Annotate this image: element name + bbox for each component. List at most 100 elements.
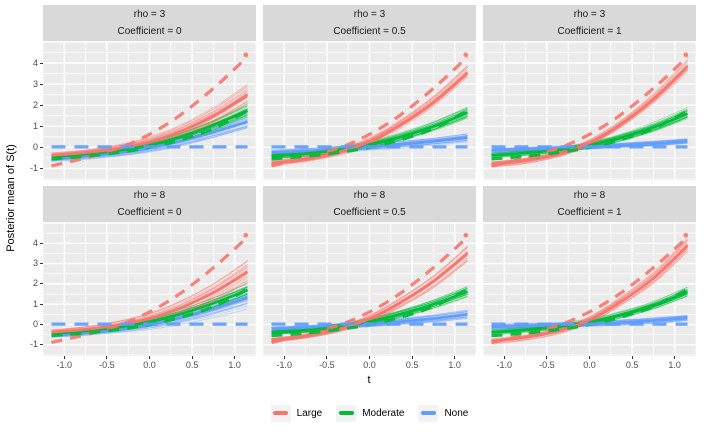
large-truth-dashed-curve: [271, 55, 469, 168]
x-tick-mark: [63, 356, 65, 359]
facet-strip-col-label: Coefficient = 0: [117, 26, 182, 37]
facet-strip-col-label: Coefficient = 1: [557, 207, 622, 218]
large-truth-endpoint-dot: [243, 232, 249, 238]
y-tick-label: 0: [32, 319, 38, 330]
large-truth-endpoint-dot: [463, 52, 469, 57]
none-line-swatch: [420, 411, 436, 415]
gridlines: [483, 222, 696, 356]
y-tick-mark: [40, 62, 43, 64]
x-tick-mark: [503, 356, 505, 359]
y-tick-label: 4: [32, 237, 38, 248]
x-tick-label: 1.0: [228, 360, 241, 370]
large-posterior-mean-curve: [271, 252, 469, 342]
large-truth-dashed-curve: [491, 55, 689, 168]
y-tick-mark: [40, 125, 43, 127]
legend-item-moderate: Moderate: [336, 404, 404, 422]
x-tick-label: 0.0: [143, 360, 156, 370]
y-tick-label: 4: [32, 57, 38, 68]
large-truth-endpoint-dot: [463, 232, 469, 238]
facet-panel-plot-area: [483, 41, 696, 180]
legend-key-none: [418, 404, 439, 422]
moderate-posterior-mean-curve: [491, 112, 688, 157]
large-truth-dashed-curve: [51, 236, 249, 344]
x-tick-label: -0.5: [319, 360, 335, 370]
y-tick-mark: [40, 146, 43, 148]
moderate-posterior-mean-curve: [491, 290, 688, 334]
y-axis-title: Posterior mean of S(t): [5, 144, 17, 252]
x-tick-mark: [326, 356, 328, 359]
x-tick-mark: [369, 356, 370, 359]
x-tick-mark: [631, 356, 633, 359]
x-axis-title: t: [367, 374, 371, 386]
x-tick-mark: [283, 356, 285, 359]
large-posterior-mean-curve: [51, 93, 249, 157]
large-posterior-mean-curve: [51, 270, 249, 334]
y-tick-label: 1: [32, 120, 38, 131]
large-truth-endpoint-dot: [683, 52, 689, 57]
legend-label-none: None: [444, 407, 469, 419]
x-tick-mark: [234, 356, 236, 359]
y-tick-mark: [40, 263, 43, 265]
large-posterior-mean-curve: [491, 244, 689, 343]
gridlines: [43, 222, 256, 356]
x-tick-mark: [674, 356, 676, 359]
x-tick-label: -1.0: [56, 360, 73, 370]
facet-strip: rho = 3 Coefficient = 0: [43, 5, 256, 41]
legend-key-large: [270, 404, 291, 422]
y-tick-mark: [40, 303, 43, 305]
facet-strip: rho = 3 Coefficient = 1: [483, 5, 696, 41]
y-tick-label: 3: [32, 78, 38, 89]
large-line-swatch: [273, 411, 289, 415]
y-tick-mark: [40, 104, 43, 106]
y-tick-label: 3: [32, 258, 38, 269]
y-tick-mark: [40, 167, 43, 169]
large-truth-dashed-curve: [51, 55, 249, 168]
x-tick-label: -1.0: [496, 360, 513, 370]
y-tick-mark: [40, 344, 43, 346]
y-tick-label: 0: [32, 141, 38, 152]
legend-item-none: None: [418, 404, 469, 422]
x-tick-mark: [191, 356, 193, 359]
large-truth-endpoint-dot: [683, 232, 689, 238]
x-tick-label: -0.5: [99, 360, 115, 370]
x-tick-mark: [589, 356, 590, 359]
facet-strip-row-label: rho = 8: [133, 190, 166, 201]
facet-strip-col-label: Coefficient = 0: [117, 207, 182, 218]
x-tick-label: -0.5: [539, 360, 555, 370]
facet-strip: rho = 8 Coefficient = 1: [483, 186, 696, 222]
y-tick-label: -1: [29, 339, 38, 350]
facet-panel-plot-area: [43, 222, 256, 356]
legend-key-moderate: [336, 404, 357, 422]
facet-strip-row-label: rho = 8: [353, 190, 386, 201]
large-truth-dashed-curve: [491, 236, 689, 344]
facet-strip-col-label: Coefficient = 0.5: [333, 26, 406, 37]
facet-panel-plot-area: [263, 41, 476, 180]
facet-panel-plot-area: [263, 222, 476, 356]
large-truth-endpoint-dot: [243, 52, 249, 57]
y-tick-label: 2: [32, 99, 38, 110]
facet-strip-row-label: rho = 3: [353, 9, 386, 20]
x-tick-label: 0.5: [405, 360, 419, 370]
x-tick-label: 0.0: [583, 360, 596, 370]
moderate-posterior-mean-curve: [271, 290, 468, 334]
facet-strip-col-label: Coefficient = 0.5: [333, 207, 406, 218]
y-tick-mark: [40, 242, 43, 244]
x-tick-mark: [106, 356, 108, 359]
x-tick-mark: [454, 356, 456, 359]
y-tick-mark: [40, 324, 43, 326]
y-tick-label: -1: [29, 162, 38, 173]
facet-panel-plot-area: [43, 41, 256, 180]
facet-strip-row-label: rho = 3: [133, 9, 166, 20]
facet-strip: rho = 8 Coefficient = 0: [43, 186, 256, 222]
facet-strip-col-label: Coefficient = 1: [557, 26, 622, 37]
x-tick-label: 1.0: [668, 360, 681, 370]
legend-item-large: Large: [270, 404, 322, 422]
x-tick-label: 0.5: [185, 360, 199, 370]
y-tick-mark: [40, 283, 43, 285]
y-tick-label: 2: [32, 278, 38, 289]
x-tick-label: 0.0: [363, 360, 376, 370]
facet-strip-row-label: rho = 8: [573, 190, 606, 201]
facet-strip-row-label: rho = 3: [573, 9, 606, 20]
y-tick-label: 1: [32, 298, 38, 309]
